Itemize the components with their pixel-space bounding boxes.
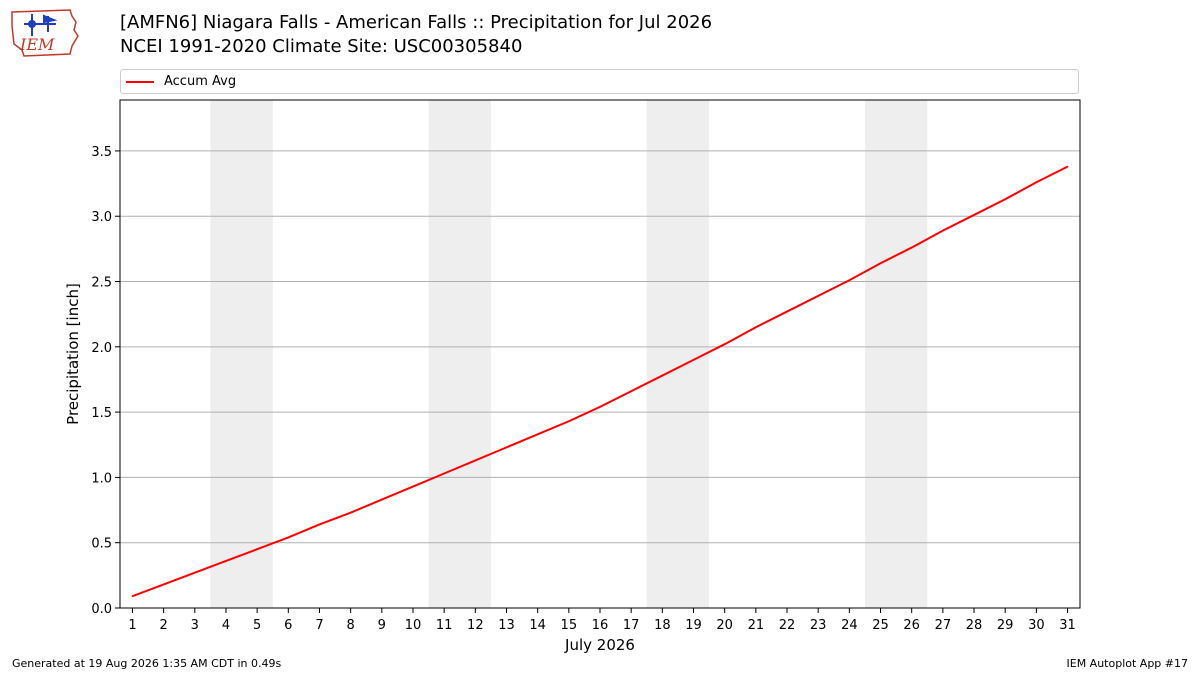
legend-swatch-accum-avg	[126, 81, 154, 83]
series-lines	[131, 165, 1069, 598]
x-tick-label: 20	[716, 618, 733, 633]
data-point	[131, 595, 134, 598]
x-tick-label: 14	[529, 618, 546, 633]
data-point	[318, 523, 321, 526]
y-axis-ticks: 0.0 0.5 1.0 1.5 2.0 2.5 3.0 3.5	[91, 145, 120, 617]
x-tick-label: 9	[378, 618, 386, 633]
y-tick-label: 3.0	[91, 210, 112, 225]
data-point	[879, 262, 882, 265]
x-tick-label: 6	[284, 618, 292, 633]
data-point	[910, 246, 913, 249]
x-tick-label: 1	[128, 618, 136, 633]
generated-timestamp: Generated at 19 Aug 2026 1:35 AM CDT in …	[12, 657, 282, 670]
data-point	[817, 295, 819, 297]
data-point	[381, 498, 383, 501]
y-tick-label: 1.0	[91, 471, 112, 486]
data-point	[973, 214, 975, 216]
x-tick-label: 22	[779, 618, 796, 633]
x-tick-label: 17	[623, 618, 640, 633]
x-tick-label: 3	[191, 618, 199, 633]
legend: Accum Avg	[120, 69, 1079, 94]
data-point	[505, 446, 508, 449]
data-point	[1004, 198, 1006, 201]
x-tick-label: 10	[405, 618, 422, 633]
x-tick-label: 8	[347, 618, 355, 633]
data-point	[942, 229, 944, 232]
x-tick-label: 31	[1059, 618, 1076, 633]
x-tick-label: 25	[872, 618, 889, 633]
data-point	[194, 571, 196, 574]
x-tick-label: 5	[253, 618, 261, 633]
y-tick-label: 1.5	[91, 406, 112, 421]
weather-station-icon	[24, 14, 58, 36]
data-point	[786, 310, 788, 313]
x-tick-label: 28	[966, 618, 983, 633]
x-tick-label: 19	[685, 618, 702, 633]
weekend-band-1	[210, 100, 273, 608]
data-point	[755, 326, 757, 329]
y-axis-label: Precipitation [inch]	[64, 283, 82, 425]
data-point	[630, 390, 632, 393]
data-point	[723, 343, 726, 346]
y-tick-label: 0.5	[91, 537, 112, 552]
x-tick-label: 21	[748, 618, 765, 633]
x-axis-ticks: 1 2 3 4 5 6 7 8 9 10 11 12 13 14 15 16 17 18 19 20 21 22 23 24 2…	[128, 608, 1076, 633]
y-tick-label: 2.0	[91, 341, 112, 356]
data-point	[568, 420, 570, 423]
series-points	[131, 165, 1069, 598]
chart-title: [AMFN6] Niagara Falls - American Falls :…	[120, 12, 713, 33]
x-tick-label: 30	[1028, 618, 1045, 633]
data-point	[225, 560, 227, 562]
data-point	[536, 433, 539, 436]
x-tick-label: 27	[935, 618, 952, 633]
weekend-shading	[210, 100, 928, 608]
data-point	[848, 279, 851, 282]
x-tick-label: 13	[498, 618, 515, 633]
x-tick-label: 7	[315, 618, 323, 633]
x-tick-label: 4	[222, 618, 230, 633]
data-point	[474, 459, 477, 462]
data-point	[256, 548, 258, 551]
data-point	[692, 359, 695, 361]
data-point	[287, 536, 290, 539]
x-tick-label: 23	[810, 618, 827, 633]
x-tick-label: 12	[467, 618, 484, 633]
legend-label-accum-avg: Accum Avg	[164, 74, 237, 89]
chart-subtitle: NCEI 1991-2020 Climate Site: USC00305840	[120, 36, 523, 57]
x-axis-label: July 2026	[564, 636, 635, 654]
data-point	[661, 374, 664, 377]
y-tick-label: 2.5	[91, 276, 112, 291]
iowa-outline-icon	[11, 9, 79, 57]
x-tick-label: 16	[592, 618, 609, 633]
data-point	[443, 472, 445, 475]
data-point	[1035, 181, 1038, 184]
iem-logo: IEM	[8, 6, 82, 64]
x-tick-label: 29	[997, 618, 1014, 633]
app-label: IEM Autoplot App #17	[1066, 657, 1189, 670]
y-tick-label: 3.5	[91, 145, 112, 160]
data-point	[412, 485, 414, 488]
x-tick-label: 2	[159, 618, 167, 633]
x-tick-label: 24	[841, 618, 858, 633]
weekend-band-2	[428, 100, 491, 608]
weekend-band-4	[864, 100, 928, 608]
data-point	[599, 406, 601, 408]
y-tick-label: 0.0	[91, 602, 112, 617]
weekend-band-3	[646, 100, 710, 608]
x-tick-label: 26	[903, 618, 920, 633]
logo-text: IEM	[19, 35, 55, 54]
x-tick-label: 11	[436, 618, 453, 633]
x-tick-label: 18	[654, 618, 671, 633]
data-point	[349, 511, 352, 514]
data-point	[162, 583, 165, 586]
x-tick-label: 15	[561, 618, 578, 633]
data-point	[1066, 165, 1069, 168]
